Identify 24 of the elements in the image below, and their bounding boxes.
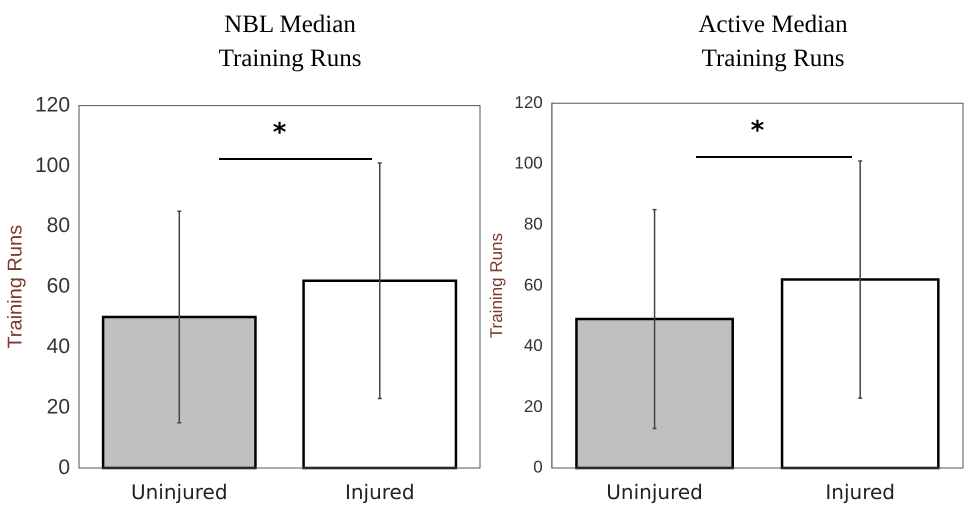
x-tick-label: Injured (825, 480, 895, 504)
y-tick-label: 20 (524, 396, 543, 416)
x-tick-label: Uninjured (130, 480, 228, 504)
y-tick-label: 60 (524, 275, 543, 294)
y-axis-title: Training Runs (4, 224, 27, 349)
y-tick-label: 0 (58, 456, 70, 479)
y-tick-label: 80 (46, 214, 70, 238)
annotation: * (272, 118, 286, 148)
y-tick-label: 60 (46, 274, 70, 298)
y-tick-label: 0 (533, 458, 543, 477)
x-tick-label: Uninjured (606, 480, 703, 504)
y-tick-label: 40 (46, 334, 70, 358)
y-tick-label: 120 (34, 93, 70, 116)
y-tick-label: 20 (46, 395, 70, 418)
chart-title: NBL Median Training Runs (218, 10, 362, 74)
y-tick-label: 40 (524, 336, 543, 356)
y-tick-label: 80 (524, 214, 543, 234)
y-tick-label: 120 (514, 92, 543, 112)
x-tick-label: Injured (344, 480, 415, 504)
y-tick-label: 100 (514, 154, 543, 173)
annotation: * (750, 116, 764, 146)
y-tick-label: 100 (34, 154, 70, 177)
y-axis-title: Training Runs (486, 233, 506, 338)
chart-title: Active Median Training Runs (697, 10, 849, 74)
